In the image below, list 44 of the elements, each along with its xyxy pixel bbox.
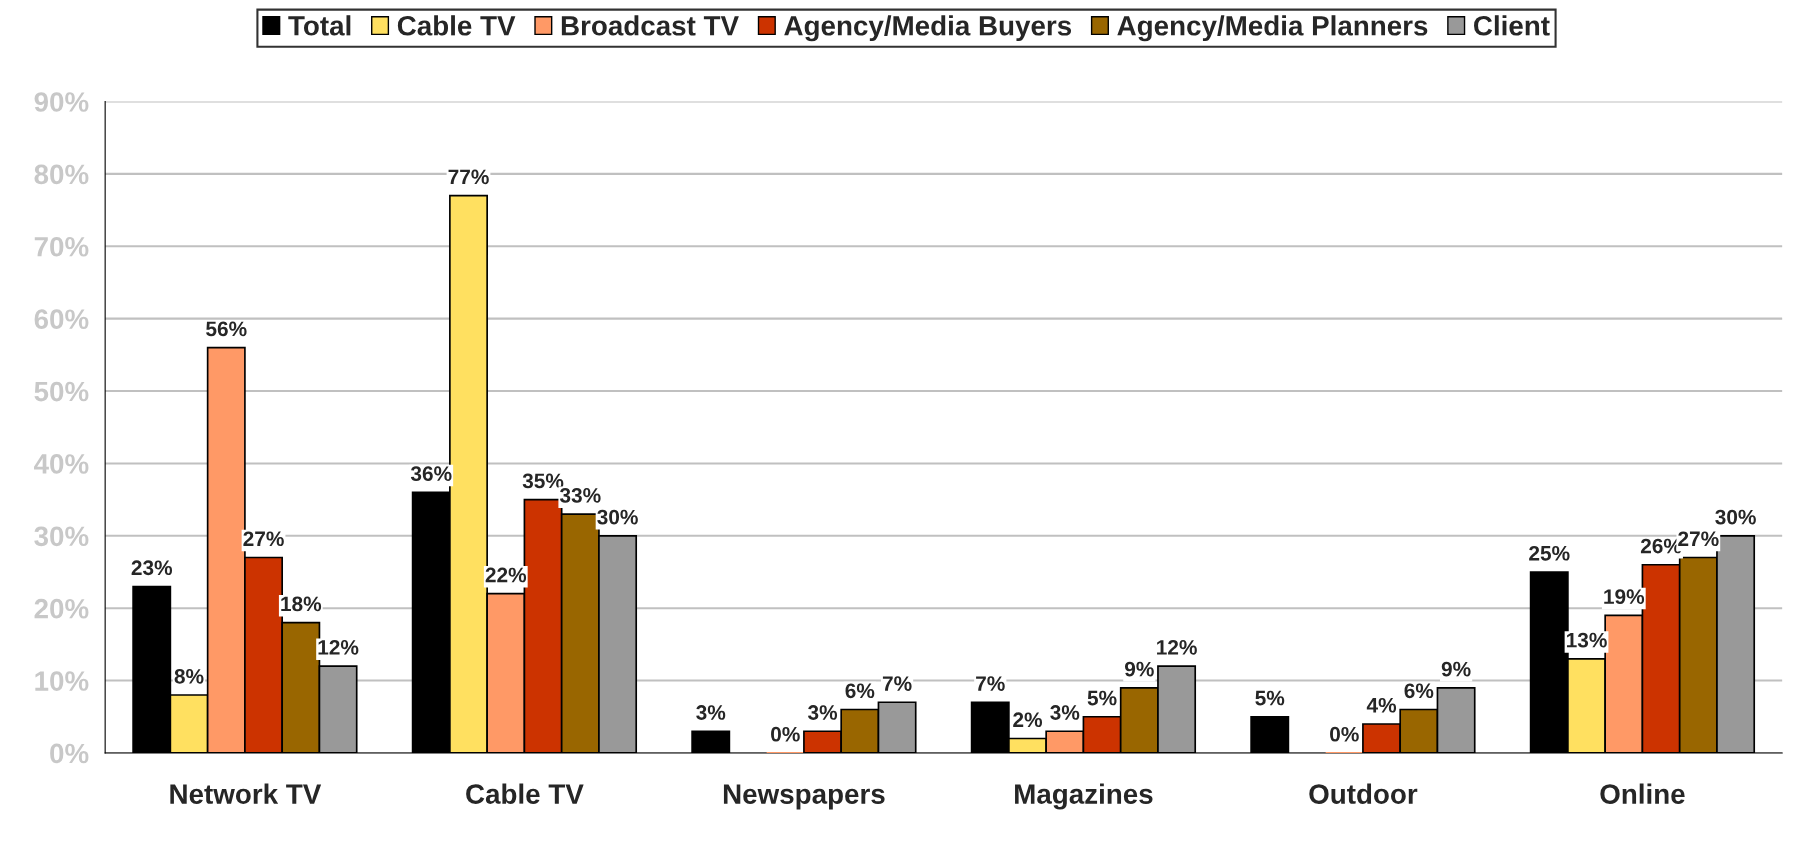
data-label: 77%: [448, 169, 489, 185]
data-label: 3%: [807, 705, 838, 720]
data-label: 4%: [1366, 697, 1397, 713]
data-label: 6%: [1404, 683, 1434, 699]
data-label: 13%: [1566, 632, 1607, 648]
data-label: 19%: [1604, 589, 1645, 605]
data-label: 30%: [597, 509, 638, 525]
data-label: 0%: [1330, 726, 1359, 742]
x-tick-label: Magazines: [1015, 783, 1153, 810]
data-label: 3%: [1050, 705, 1080, 720]
data-label: 8%: [174, 668, 204, 684]
data-label: 56%: [206, 321, 247, 337]
data-label: 36%: [410, 466, 452, 482]
data-label: 12%: [1157, 639, 1197, 655]
legend-label: Total: [288, 15, 351, 36]
legend-label: Cable TV: [397, 15, 516, 36]
x-tick-label: Outdoor: [1309, 783, 1418, 804]
data-label: 7%: [976, 676, 1005, 691]
data-label: 3%: [696, 705, 726, 720]
x-tick-label: Cable TV: [466, 783, 584, 804]
legend-label: Broadcast TV: [561, 15, 739, 36]
data-label: 0%: [771, 726, 800, 742]
x-tick-label: Newspapers: [723, 784, 885, 810]
data-label: 7%: [882, 676, 912, 691]
legend-label: Client: [1474, 15, 1550, 36]
data-label: 35%: [522, 473, 564, 489]
data-label: 25%: [1529, 545, 1570, 561]
data-label: 12%: [318, 639, 359, 655]
x-tick-label: Network TV: [170, 783, 322, 804]
data-label: 6%: [845, 683, 875, 699]
legend-label: Agency/Media Buyers: [784, 15, 1072, 42]
data-label: 9%: [1441, 661, 1471, 677]
x-tick-label: Online: [1600, 783, 1685, 804]
data-label: 23%: [131, 560, 173, 576]
data-label: 33%: [559, 487, 601, 503]
data-label: 18%: [281, 596, 322, 612]
data-label: 5%: [1255, 690, 1285, 706]
data-label: 30%: [1715, 509, 1756, 525]
data-label: 2%: [1013, 712, 1043, 728]
data-label: 9%: [1124, 661, 1154, 677]
legend-label: Agency/Media Planners: [1117, 15, 1428, 42]
data-label: 5%: [1087, 690, 1117, 706]
data-label: 27%: [243, 531, 284, 547]
data-label: 22%: [485, 567, 527, 583]
